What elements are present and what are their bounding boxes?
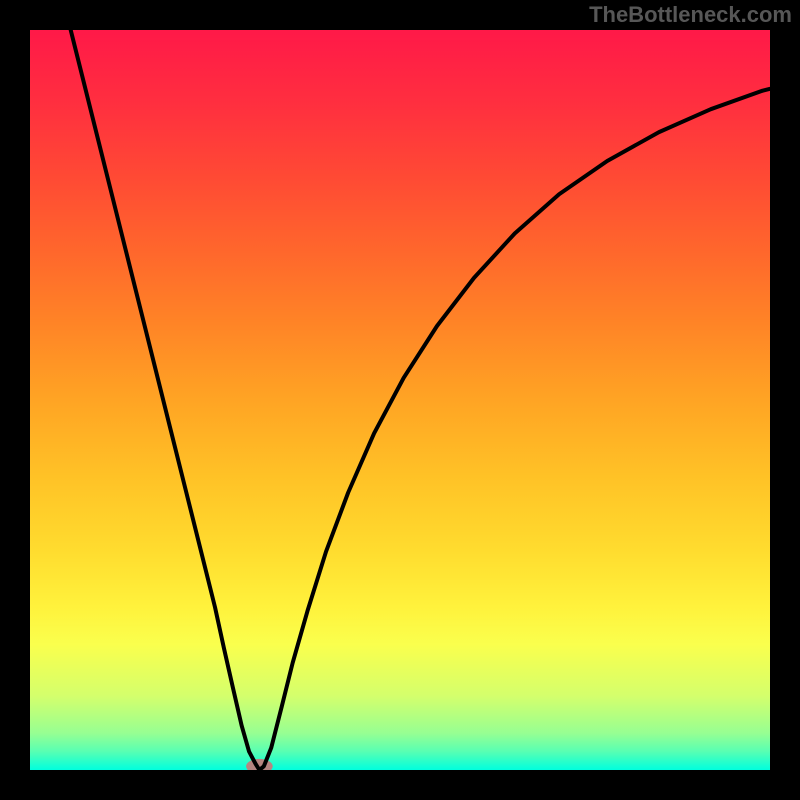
chart-container: TheBottleneck.com (0, 0, 800, 800)
watermark-text: TheBottleneck.com (589, 2, 792, 28)
curve-layer (30, 30, 770, 770)
plot-area (30, 30, 770, 770)
bottleneck-curve (67, 30, 770, 770)
